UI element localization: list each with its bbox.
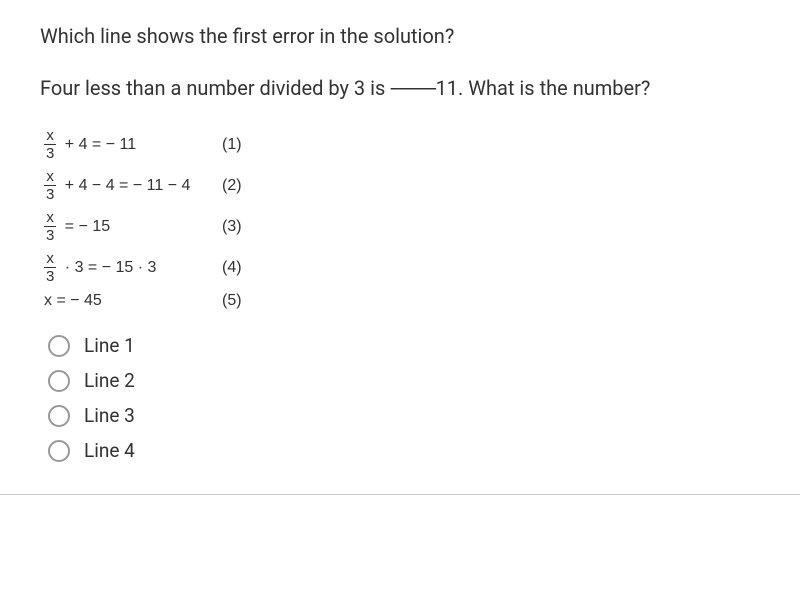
equation-row: x 3 + 4 − 4 = − 11 − 4 (2): [44, 169, 760, 202]
equation-number: (5): [222, 292, 242, 310]
option-line-3[interactable]: Line 3: [48, 404, 760, 427]
equation-body: x 3 · 3 = − 15 · 3: [44, 251, 222, 284]
fraction: x 3: [44, 210, 56, 243]
fraction-numerator: x: [44, 169, 56, 186]
radio-icon: [48, 370, 70, 392]
radio-icon: [48, 405, 70, 427]
option-line-2[interactable]: Line 2: [48, 369, 760, 392]
fraction-denominator: 3: [44, 227, 56, 243]
question-title: Which line shows the first error in the …: [40, 24, 760, 48]
option-line-1[interactable]: Line 1: [48, 334, 760, 357]
fraction-numerator: x: [44, 251, 56, 268]
equation-text: x = − 45: [44, 292, 102, 310]
equation-number: (2): [222, 177, 242, 195]
answer-options: Line 1 Line 2 Line 3 Line 4: [48, 334, 760, 462]
equation-body: x 3 + 4 = − 11: [44, 128, 222, 161]
fraction-numerator: x: [44, 210, 56, 227]
problem-suffix: 11. What is the number?: [436, 76, 651, 100]
equation-body: x 3 + 4 − 4 = − 11 − 4: [44, 169, 222, 202]
equation-text: = − 15: [60, 218, 110, 236]
problem-statement: Four less than a number divided by 3 is …: [40, 76, 760, 100]
equation-body: x = − 45: [44, 292, 222, 310]
question-container: Which line shows the first error in the …: [0, 0, 800, 494]
equation-text: + 4 − 4 = − 11 − 4: [60, 177, 190, 195]
option-label: Line 1: [84, 334, 135, 357]
fraction-denominator: 3: [44, 186, 56, 202]
fraction: x 3: [44, 251, 56, 284]
equation-row: x 3 + 4 = − 11 (1): [44, 128, 760, 161]
fraction: x 3: [44, 128, 56, 161]
equation-row: x 3 = − 15 (3): [44, 210, 760, 243]
fraction: x 3: [44, 169, 56, 202]
option-label: Line 3: [84, 404, 135, 427]
radio-icon: [48, 335, 70, 357]
equation-text: · 3 = − 15 · 3: [60, 259, 156, 277]
equation-row: x = − 45 (5): [44, 292, 760, 310]
fraction-denominator: 3: [44, 268, 56, 284]
option-line-4[interactable]: Line 4: [48, 439, 760, 462]
equation-list: x 3 + 4 = − 11 (1) x 3 + 4 − 4 = − 11 − …: [44, 128, 760, 310]
option-label: Line 4: [84, 439, 135, 462]
equation-text: + 4 = − 11: [60, 136, 136, 154]
radio-icon: [48, 440, 70, 462]
fraction-denominator: 3: [44, 145, 56, 161]
equation-number: (3): [222, 218, 242, 236]
equation-row: x 3 · 3 = − 15 · 3 (4): [44, 251, 760, 284]
option-label: Line 2: [84, 369, 135, 392]
problem-prefix: Four less than a number divided by 3 is: [40, 76, 390, 100]
equation-number: (1): [222, 136, 242, 154]
bottom-divider: [0, 494, 800, 495]
problem-blank: ----------: [390, 76, 435, 100]
fraction-numerator: x: [44, 128, 56, 145]
equation-body: x 3 = − 15: [44, 210, 222, 243]
equation-number: (4): [222, 259, 242, 277]
